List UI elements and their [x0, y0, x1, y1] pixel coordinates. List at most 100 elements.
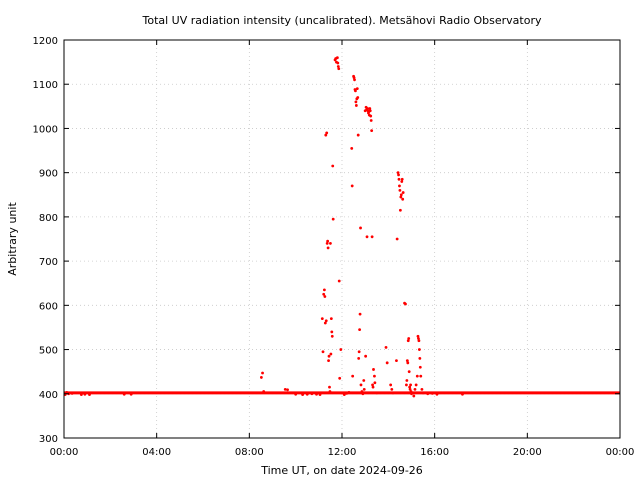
data-point — [354, 100, 358, 104]
data-point — [401, 197, 405, 201]
data-point — [337, 279, 341, 283]
data-point — [397, 177, 401, 181]
data-point — [359, 383, 363, 387]
data-point — [371, 383, 374, 387]
data-point — [359, 226, 362, 230]
plot-frame — [63, 39, 621, 439]
data-point — [366, 107, 369, 110]
data-point — [370, 235, 374, 239]
data-point — [83, 392, 87, 396]
data-point — [405, 379, 409, 382]
data-point — [324, 133, 328, 137]
data-point — [310, 392, 314, 396]
data-point — [357, 357, 361, 360]
data-point — [368, 109, 372, 113]
data-point — [400, 180, 404, 183]
data-point — [399, 193, 403, 197]
data-point — [328, 390, 332, 393]
data-point — [330, 334, 334, 338]
data-point — [373, 381, 377, 385]
data-point — [407, 337, 411, 340]
data-point — [261, 371, 264, 375]
y-tick-label: 900 — [39, 169, 58, 180]
y-tick-label: 1000 — [33, 124, 58, 135]
data-point — [416, 334, 420, 338]
data-point — [405, 383, 408, 387]
data-point — [315, 392, 318, 396]
data-point — [328, 385, 331, 389]
data-point — [320, 317, 324, 320]
data-point — [405, 359, 409, 363]
data-point — [420, 387, 424, 391]
data-point — [322, 288, 326, 292]
data-point — [430, 391, 434, 395]
data-point — [345, 391, 349, 395]
data-point — [421, 391, 425, 395]
data-point — [88, 393, 91, 397]
data-point — [324, 319, 328, 323]
data-point — [395, 237, 399, 241]
data-point — [417, 348, 421, 351]
data-point — [400, 177, 404, 181]
x-tick-label: 16:00 — [420, 447, 449, 458]
data-point — [375, 391, 379, 395]
data-point — [362, 379, 366, 382]
chart-title: Total UV radiation intensity (uncalibrat… — [142, 14, 542, 27]
data-point — [435, 392, 439, 396]
data-point — [401, 191, 405, 194]
data-point — [352, 76, 356, 79]
data-point — [358, 328, 362, 332]
x-tick-label: 04:00 — [142, 447, 171, 458]
data-point — [301, 393, 305, 397]
data-point — [122, 392, 126, 396]
data-point — [461, 392, 464, 396]
data-point — [384, 345, 388, 349]
data-point — [370, 129, 374, 133]
data-point — [259, 376, 263, 379]
data-point — [372, 368, 375, 371]
data-point — [353, 78, 356, 82]
data-point — [404, 302, 407, 306]
data-point — [364, 354, 368, 358]
data-point — [354, 104, 358, 107]
x-axis-label: Time UT, on date 2024-09-26 — [260, 464, 423, 477]
data-point — [342, 393, 346, 397]
data-point — [339, 348, 343, 351]
data-point — [356, 133, 360, 137]
data-point — [391, 391, 395, 395]
x-tick-label: 00:00 — [50, 447, 79, 458]
y-tick-label: 400 — [39, 390, 58, 401]
data-point — [321, 350, 325, 354]
data-point — [79, 393, 83, 397]
data-point — [329, 352, 333, 356]
data-point — [389, 383, 393, 387]
data-point — [356, 96, 360, 99]
data-point — [406, 339, 410, 343]
data-point — [331, 217, 335, 221]
data-point — [406, 361, 410, 365]
x-tick-label: 12:00 — [328, 447, 357, 458]
data-point — [335, 56, 339, 60]
x-tick-label: 20:00 — [513, 447, 542, 458]
data-point — [325, 131, 329, 135]
data-point — [397, 173, 400, 177]
data-point — [323, 295, 327, 298]
data-point — [326, 246, 330, 250]
data-point — [336, 61, 340, 65]
x-tick-label: 00:00 — [606, 447, 635, 458]
x-tick-label: 08:00 — [235, 447, 264, 458]
data-point — [336, 65, 340, 68]
data-point — [129, 392, 133, 396]
data-point — [358, 312, 362, 316]
data-point — [329, 317, 333, 320]
data-point — [323, 321, 327, 325]
y-tick-label: 800 — [39, 213, 58, 224]
data-point — [419, 374, 423, 378]
data-point — [331, 164, 335, 168]
data-point — [409, 390, 413, 393]
data-point — [417, 339, 421, 343]
data-point — [354, 89, 357, 93]
data-point — [407, 370, 411, 374]
data-point — [398, 208, 402, 212]
data-point — [294, 392, 298, 396]
